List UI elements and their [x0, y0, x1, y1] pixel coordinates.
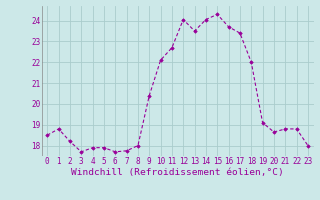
X-axis label: Windchill (Refroidissement éolien,°C): Windchill (Refroidissement éolien,°C)	[71, 168, 284, 177]
